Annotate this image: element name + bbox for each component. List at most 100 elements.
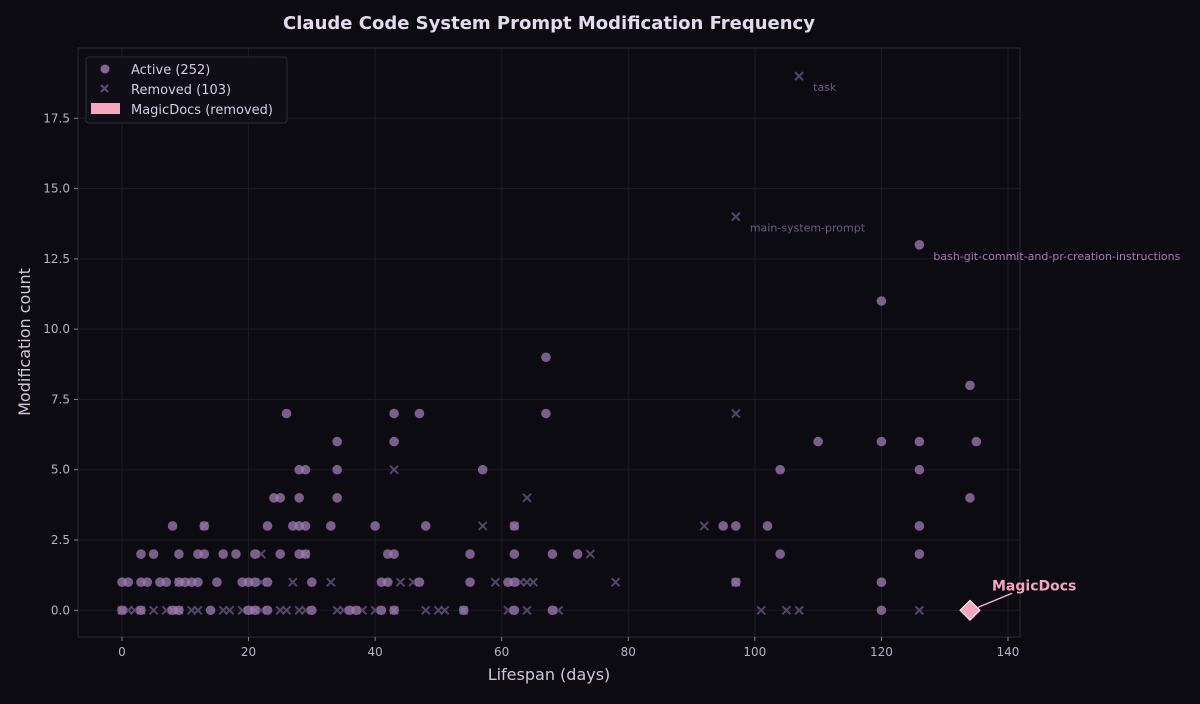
active-point — [541, 408, 551, 419]
active-point — [307, 605, 317, 616]
removed-point — [440, 605, 450, 615]
annotations: task main-system-prompt bash-git-commit-an… — [750, 81, 1181, 608]
active-point — [458, 605, 469, 616]
active-point — [876, 436, 887, 447]
active-point — [547, 605, 558, 616]
active-point — [572, 549, 583, 559]
active-point — [547, 549, 558, 559]
removed-point — [914, 605, 925, 615]
removed-point — [522, 493, 532, 503]
removed-point — [224, 605, 235, 615]
magicdocs-annotation: MagicDocs — [992, 578, 1076, 594]
active-point — [275, 493, 285, 503]
active-point — [231, 549, 241, 559]
active-point — [332, 493, 342, 503]
active-point — [876, 296, 887, 306]
y-tick-label: 10.0 — [43, 322, 70, 336]
magicdocs-arrow — [977, 592, 1013, 608]
active-point — [775, 549, 785, 559]
active-point — [971, 436, 982, 447]
active-point — [262, 577, 273, 587]
y-axis-label: Modification count — [15, 268, 34, 416]
active-point — [262, 605, 273, 616]
data-marks — [117, 71, 982, 621]
x-tick-label: 60 — [494, 645, 509, 659]
active-point — [167, 521, 178, 531]
active-point — [307, 577, 317, 587]
x-tick-label: 140 — [997, 645, 1020, 659]
active-point — [199, 549, 210, 559]
active-point — [965, 493, 975, 503]
active-point — [294, 493, 304, 503]
active-point — [326, 521, 336, 531]
active-point — [300, 464, 311, 475]
removed-point — [756, 605, 766, 615]
legend-active-marker — [100, 64, 110, 74]
removed-point — [478, 521, 488, 531]
active-point — [193, 577, 203, 587]
active-point — [914, 549, 925, 559]
removed-point — [148, 605, 159, 615]
active-point — [541, 352, 551, 363]
active-point — [218, 549, 229, 559]
active-point — [762, 521, 773, 531]
active-point — [250, 605, 260, 616]
active-point — [205, 605, 216, 616]
active-point — [351, 605, 361, 616]
removed-point — [490, 577, 501, 587]
removed-point — [731, 408, 741, 419]
active-point — [300, 549, 311, 559]
removed-point — [699, 521, 709, 531]
active-point — [174, 549, 184, 559]
legend-box — [85, 56, 288, 124]
point-annotation: bash-git-commit-and-pr-creation-instruct… — [933, 250, 1180, 263]
removed-point — [288, 577, 298, 587]
magicdocs-point — [959, 599, 981, 621]
legend-removed-marker — [100, 84, 109, 93]
removed-point — [794, 605, 804, 615]
active-point — [914, 436, 925, 447]
removed-point — [731, 211, 741, 222]
removed-point — [794, 71, 804, 81]
x-tick-label: 120 — [870, 645, 893, 659]
active-point — [509, 521, 520, 531]
grid — [78, 48, 1020, 637]
active-point — [376, 605, 387, 616]
removed-point — [326, 577, 336, 587]
x-axis-label: Lifespan (days) — [488, 665, 611, 684]
active-point — [281, 408, 292, 419]
removed-point — [281, 605, 292, 615]
active-point — [731, 577, 741, 587]
active-point — [775, 464, 785, 475]
chart-title: Claude Code System Prompt Modification F… — [283, 13, 815, 34]
active-point — [212, 577, 222, 587]
removed-point — [528, 577, 539, 587]
point-annotation: main-system-prompt — [750, 222, 866, 235]
active-point — [275, 549, 285, 559]
active-point — [142, 577, 153, 587]
active-point — [148, 549, 159, 559]
active-point — [477, 464, 488, 475]
active-point — [161, 577, 172, 587]
axis-ticks: 0 20 40 60 80 100 120 140 0.0 2.5 5.0 7.5 10.0 12.5 15… — [43, 111, 1019, 659]
legend: Active (252) Removed (103) MagicDocs (re… — [85, 56, 288, 124]
x-tick-label: 100 — [743, 645, 766, 659]
legend-magicdocs-label: MagicDocs (removed) — [131, 103, 273, 118]
active-point — [509, 577, 520, 587]
active-point — [199, 521, 210, 531]
active-point — [465, 549, 475, 559]
active-point — [718, 521, 728, 531]
legend-removed-label: Removed (103) — [131, 83, 231, 98]
removed-point — [389, 465, 399, 475]
active-point — [332, 436, 342, 447]
active-point — [965, 380, 975, 391]
legend-active-label: Active (252) — [131, 63, 210, 78]
y-tick-label: 15.0 — [43, 182, 70, 196]
active-point — [262, 521, 273, 531]
removed-point — [193, 605, 203, 615]
active-point — [382, 577, 393, 587]
active-point — [509, 549, 520, 559]
y-tick-label: 12.5 — [43, 252, 70, 266]
active-point — [465, 577, 475, 587]
